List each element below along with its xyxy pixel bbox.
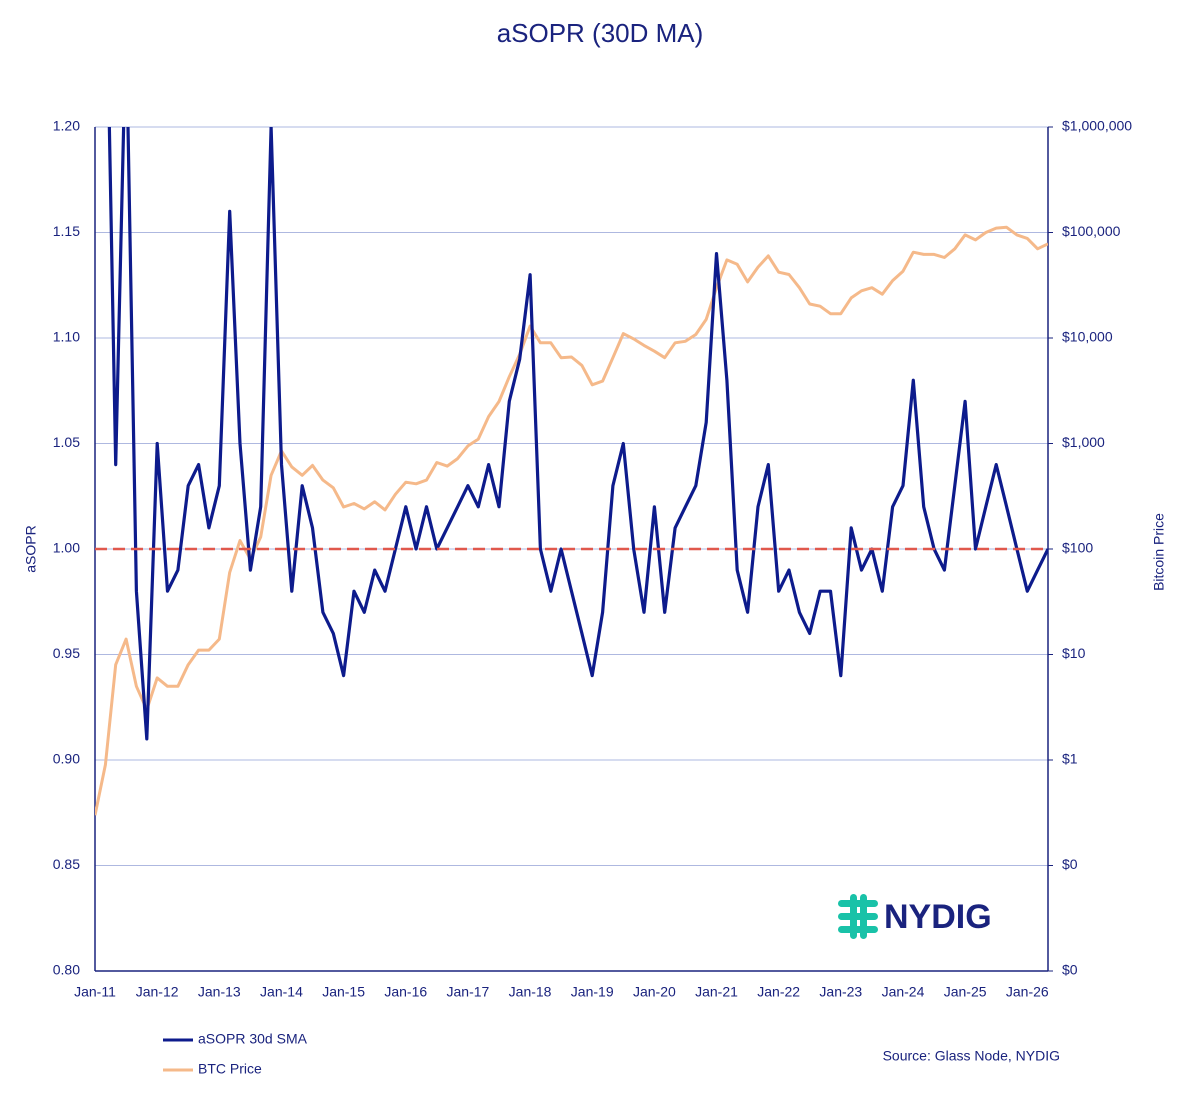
y2-tick-label: $0 xyxy=(1062,856,1078,872)
y-tick-label: 1.00 xyxy=(53,540,80,556)
x-tick-label: Jan-22 xyxy=(757,984,800,1000)
series-line xyxy=(95,225,1048,816)
x-tick-label: Jan-19 xyxy=(571,984,614,1000)
x-tick-label: Jan-26 xyxy=(1006,984,1049,1000)
chart-title: aSOPR (30D MA) xyxy=(497,18,704,48)
y2-tick-label: $10 xyxy=(1062,645,1086,661)
x-tick-label: Jan-20 xyxy=(633,984,676,1000)
x-tick-label: Jan-24 xyxy=(882,984,925,1000)
y-tick-label: 1.15 xyxy=(53,223,80,239)
logo: NYDIG xyxy=(838,894,992,939)
x-tick-label: Jan-17 xyxy=(447,984,490,1000)
y-tick-label: 1.10 xyxy=(53,329,80,345)
x-tick-label: Jan-15 xyxy=(322,984,365,1000)
y2-tick-label: $1,000 xyxy=(1062,434,1105,450)
x-tick-label: Jan-12 xyxy=(136,984,179,1000)
y-tick-label: 0.85 xyxy=(53,856,80,872)
y2-tick-label: $100 xyxy=(1062,540,1093,556)
y-tick-label: 0.80 xyxy=(53,962,80,978)
x-tick-label: Jan-21 xyxy=(695,984,738,1000)
y2-axis-label: Bitcoin Price xyxy=(1151,513,1167,591)
x-tick-label: Jan-23 xyxy=(819,984,862,1000)
series-line xyxy=(107,127,1048,741)
plot-area xyxy=(95,127,1048,816)
y-tick-label: 0.95 xyxy=(53,645,80,661)
source: Source: Glass Node, NYDIG xyxy=(883,1048,1060,1064)
x-tick-label: Jan-13 xyxy=(198,984,241,1000)
y2-tick-label: $1,000,000 xyxy=(1062,118,1132,134)
logo-text: NYDIG xyxy=(884,898,992,936)
y2-tick-label: $10,000 xyxy=(1062,329,1113,345)
x-tick-label: Jan-16 xyxy=(384,984,427,1000)
y2-tick-label: $100,000 xyxy=(1062,223,1121,239)
legend-label: BTC Price xyxy=(198,1061,262,1077)
legend-label: aSOPR 30d SMA xyxy=(198,1031,308,1047)
x-tick-label: Jan-25 xyxy=(944,984,987,1000)
y-tick-label: 0.90 xyxy=(53,751,80,767)
y2-tick-label: $1 xyxy=(1062,751,1078,767)
x-tick-label: Jan-18 xyxy=(509,984,552,1000)
y-tick-label: 1.20 xyxy=(53,118,80,134)
x-tick-label: Jan-11 xyxy=(74,984,116,1000)
y-tick-label: 1.05 xyxy=(53,434,80,450)
y-axis-label: aSOPR xyxy=(23,525,39,572)
x-tick-label: Jan-14 xyxy=(260,984,303,1000)
y2-tick-label: $0 xyxy=(1062,962,1078,978)
